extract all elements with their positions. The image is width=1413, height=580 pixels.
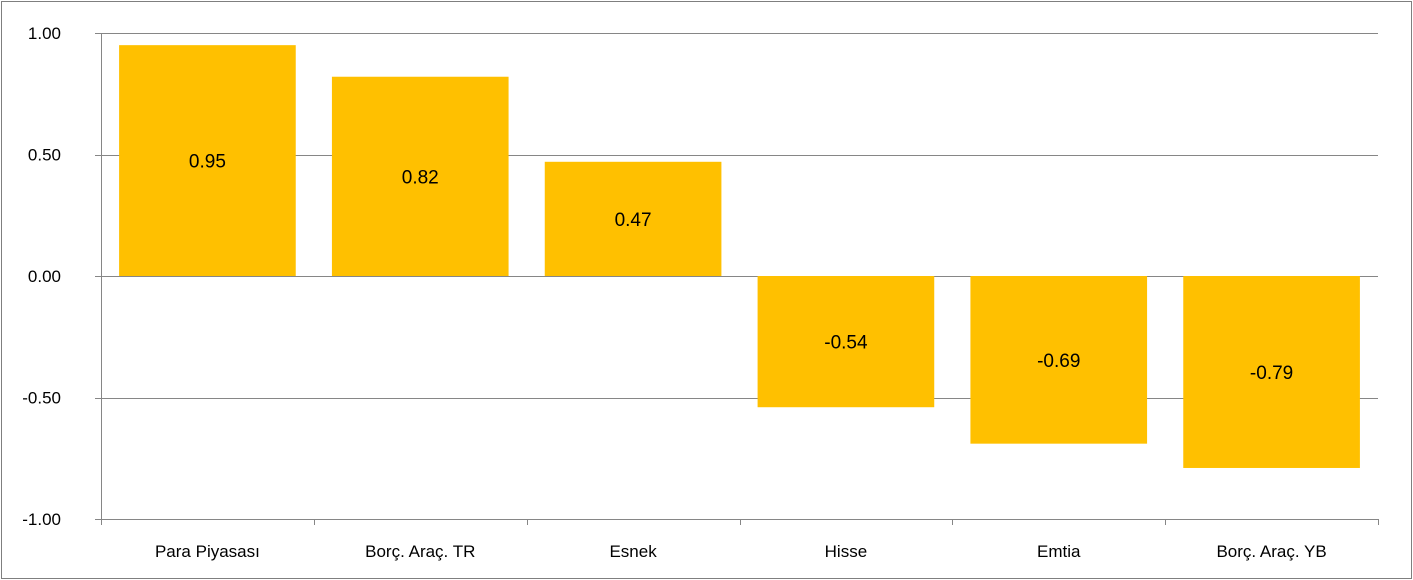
y-tick-label: -0.50 [22,389,61,408]
bar [1183,276,1360,468]
y-tick-label: -1.00 [22,510,61,529]
bar-value-label: -0.79 [1250,363,1293,384]
bar-value-label: 0.95 [189,152,226,173]
bar-value-label: -0.54 [824,333,868,354]
x-category-label: Emtia [1037,542,1081,561]
bar-value-label: 0.47 [615,210,652,231]
y-tick-label: 0.00 [28,267,61,286]
x-category-label: Borç. Araç. YB [1216,542,1326,561]
x-category-label: Para Piyasası [155,542,260,561]
gridlines [101,33,1378,399]
bar-value-label: 0.82 [402,167,439,188]
bars [119,45,1360,468]
x-category-label: Hisse [825,542,868,561]
bar [970,276,1148,444]
y-tick-label: 0.50 [28,146,61,165]
bar [119,45,296,277]
bar [331,76,509,277]
axes [95,33,1379,525]
x-category-label: Borç. Araç. TR [365,542,475,561]
bar [544,161,722,276]
bar [757,276,935,408]
y-tick-label: 1.00 [28,24,61,43]
bar-value-label: -0.69 [1037,351,1080,372]
labels: 1.00 0.50 0.00 -0.50 -1.00 0.95 Para Piyasası 0… [22,24,1326,561]
x-category-label: Esnek [609,542,657,561]
